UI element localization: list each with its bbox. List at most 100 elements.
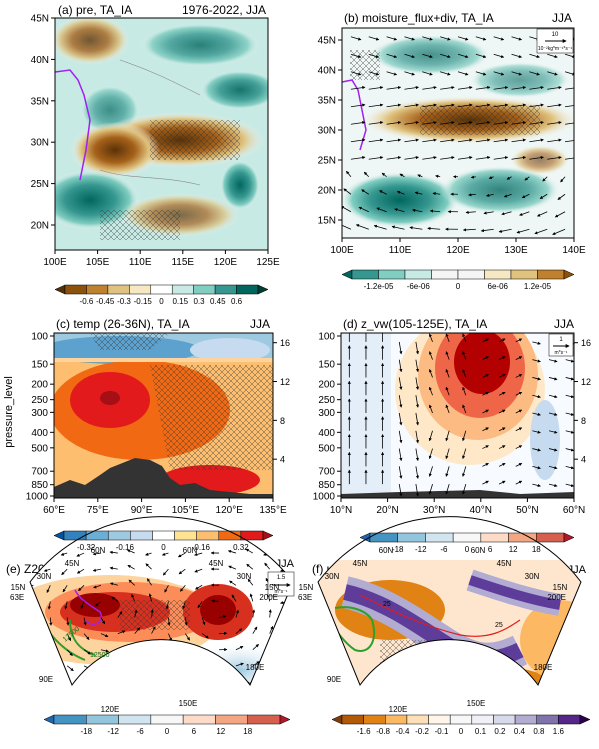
panel-d-wind-vector — [532, 377, 541, 381]
panel-b-wind-vector — [350, 138, 366, 143]
panel-d-wind-vector — [428, 483, 433, 495]
panel-b-cbar-cell — [404, 269, 432, 280]
panel-d-wind-vector — [532, 394, 541, 399]
panel-b-title: (b) moisture_flux+div, TA_IA — [344, 11, 494, 25]
panel-b-wind-vector — [503, 193, 512, 198]
panel-f-lon-label: 90E — [327, 675, 341, 684]
panel-d-ref-vector-box — [548, 333, 574, 357]
panel-e-ref-vector-value: 1.5 — [277, 575, 286, 581]
panel-e-wind-vector — [146, 578, 152, 586]
panel-e-wind-vector — [134, 627, 141, 634]
panel-d-wind-vector — [548, 394, 558, 399]
panel-e-wind-vector — [128, 579, 135, 586]
panel-a: (a) pre, TA_IA 1976-2022, JJA 100E 105E 11… — [31, 3, 280, 306]
panel-e-wind-vector — [66, 633, 72, 642]
panel-b-wind-vector — [475, 103, 491, 108]
panel-b-wind-vector — [493, 36, 505, 41]
panel-e-cbar-label: -12 — [107, 727, 119, 736]
panel-e-wind-vector — [46, 585, 51, 593]
panel-d-wind-vector — [445, 483, 450, 495]
panel-f-cbar-label: 0.8 — [533, 727, 545, 736]
panel-b-wind-vector — [547, 103, 562, 108]
panel-f-lat-label-right: 45N — [497, 559, 512, 568]
panel-b-wind-vector — [368, 36, 380, 41]
panel-b-wind-vector — [350, 103, 366, 108]
panel-b-wind-vector — [475, 121, 491, 125]
panel-e-wind-vector — [94, 681, 102, 685]
panel-b-wind-vector — [529, 103, 544, 108]
panel-e: (e) Z200+wind, TA_IA JJA 12500 12500 1.5… — [6, 516, 295, 736]
panel-b-wind-vector — [457, 53, 469, 59]
panel-b-wind-vector — [480, 228, 494, 233]
panel-b-xtick-label: 100E — [330, 245, 354, 256]
panel-b-ref-vector-value: 10 — [552, 32, 559, 38]
panel-a-cbar-cell — [107, 284, 130, 295]
panel-e-wind-vector — [269, 625, 274, 634]
panel-d-xtick-label: 60°N — [563, 505, 585, 516]
panel-b-wind-vector — [350, 121, 366, 125]
panel-e-wind-vector — [134, 645, 142, 651]
panel-f-cbar-label: -0.2 — [415, 727, 429, 736]
panel-b-ytick-label: 45N — [318, 36, 336, 47]
panel-c-right-title: JJA — [250, 317, 270, 331]
panel-e-wind-vector — [109, 582, 118, 586]
panel-b-wind-vector — [368, 86, 384, 90]
panel-e-wind-vector — [30, 617, 34, 621]
panel-d-wind-vector — [515, 445, 523, 449]
panel-c-ytick-label: 150 — [31, 360, 48, 371]
panel-a-cbar-label: 0.6 — [231, 297, 243, 306]
panel-a-ytick-label: 20N — [31, 221, 49, 232]
panel-d-wind-vector — [462, 404, 467, 414]
panel-d-wind-vector — [445, 351, 450, 360]
panel-d-ytick-label: 250 — [318, 395, 335, 406]
panel-e-wind-vector — [43, 568, 51, 572]
panel-d-wind-vector — [428, 448, 433, 460]
panel-d-cbar-label: 18 — [532, 545, 541, 554]
panel-e-wind-vector — [252, 626, 258, 634]
panel-c-ytick-label: 100 — [31, 332, 48, 343]
panel-d-wind-vector — [462, 333, 467, 343]
panel-b-wind-vector — [565, 157, 574, 160]
panel-f-contour-label-2: 25 — [495, 622, 503, 629]
panel-e-wind-vector — [252, 609, 256, 618]
panel-b-wind-vector — [565, 140, 574, 143]
panel-d-ytick-label: 100 — [318, 332, 335, 343]
panel-d-wind-vector — [415, 448, 420, 462]
panel-e-cbar-cell — [279, 714, 291, 725]
panel-b-wind-vector — [361, 189, 369, 195]
panel-d-wind-vector — [445, 466, 450, 477]
panel-b-wind-vector — [368, 138, 384, 143]
panel-b-wind-vector — [343, 188, 352, 195]
panel-d-wind-vector — [415, 395, 420, 408]
panel-d-wind-vector — [565, 448, 574, 452]
panel-a-cbar-label: -0.6 — [80, 297, 94, 306]
panel-b-wind-vector — [529, 138, 544, 143]
panel-e-wind-vector — [252, 661, 260, 667]
panel-b-wind-vector — [363, 171, 370, 178]
panel-e-wind-vector — [30, 665, 34, 669]
panel-d-wind-vector — [428, 404, 433, 414]
panel-c-ytick-label: 850 — [31, 480, 48, 491]
panel-b-wind-vector — [404, 53, 415, 59]
panel-b-wind-vector — [386, 36, 398, 41]
panel-b-wind-vector — [422, 121, 437, 125]
panel-d-ytick-label: 700 — [318, 467, 335, 478]
panel-a-ytick-label: 25N — [31, 179, 49, 190]
panel-e-wind-vector — [43, 552, 51, 556]
panel-e-wind-vector — [280, 633, 287, 637]
panel-e-wind-vector — [184, 633, 190, 641]
panel-d-wind-vector — [445, 333, 450, 343]
panel-b-wind-vector — [417, 174, 423, 178]
panel-b-wind-vector — [422, 86, 437, 90]
panel-f-lat-label-right: 15N — [553, 583, 568, 592]
panel-b-wind-vector — [547, 121, 562, 125]
panel-b-wind-vector — [404, 156, 419, 160]
panel-f-cbar-cell — [558, 714, 581, 725]
panel-b-wind-vector — [565, 105, 574, 108]
panel-e-lat-label: 60N — [91, 546, 106, 555]
panel-b-wind-vector — [560, 176, 566, 183]
panel-f-lat-label-right: 30N — [525, 572, 540, 581]
panel-e-wind-vector — [182, 601, 186, 610]
panel-e-wind-vector — [30, 552, 34, 556]
